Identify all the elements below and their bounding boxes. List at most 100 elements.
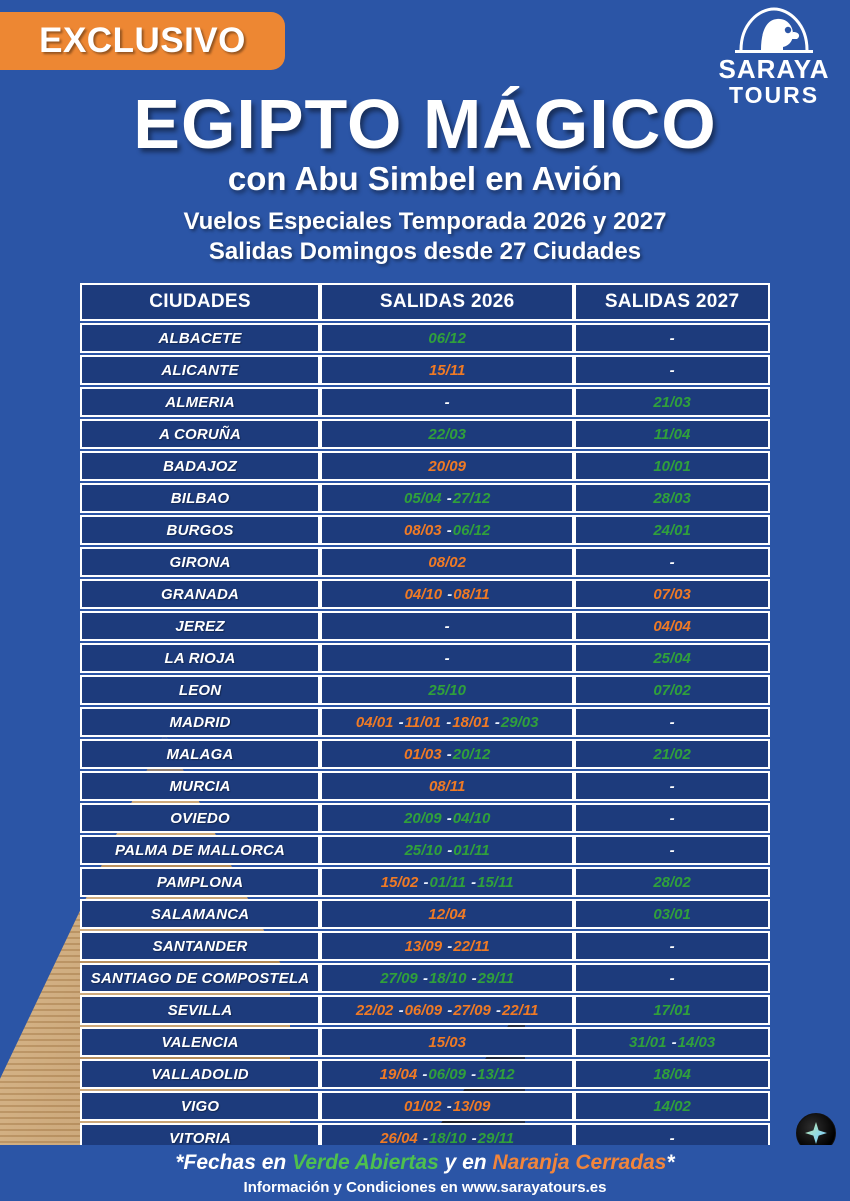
- date-value: 08/03: [404, 521, 442, 539]
- cell-city: BILBAO: [80, 483, 321, 513]
- cell-departures-2027: -: [574, 547, 770, 577]
- date-value: 04/01: [355, 713, 394, 731]
- table-row: ALMERIA - 21/03: [80, 387, 770, 417]
- date-value: -: [669, 361, 675, 379]
- date-value: 01/11: [453, 841, 490, 859]
- date-value: -: [669, 553, 675, 571]
- logo-line-2: TOURS: [728, 82, 820, 109]
- cell-departures-2027: 24/01: [574, 515, 770, 545]
- cell-departures-2026: 13/09 -22/11: [320, 931, 575, 961]
- date-value: 19/04: [379, 1065, 418, 1083]
- cell-departures-2026: 01/03 -20/12: [320, 739, 575, 769]
- cell-city: A CORUÑA: [80, 419, 321, 449]
- cell-departures-2027: 03/01: [574, 899, 770, 929]
- cell-departures-2026: 27/09 -18/10 -29/11: [320, 963, 575, 993]
- page-subtitle: con Abu Simbel en Avión: [227, 160, 623, 197]
- date-separator: -: [496, 1001, 502, 1019]
- table-row: BADAJOZ 20/09 10/01: [80, 451, 770, 481]
- date-separator: -: [446, 713, 452, 731]
- date-value: 04/10: [452, 809, 491, 827]
- date-value: 07/03: [653, 585, 691, 603]
- date-value: 29/03: [500, 713, 539, 731]
- date-value: 15/11: [428, 361, 466, 379]
- date-separator: -: [398, 713, 404, 731]
- date-value: 15/03: [428, 1033, 466, 1051]
- date-value: 06/09: [428, 1065, 466, 1083]
- legend-line: *Fechas en Verde Abiertas y en Naranja C…: [0, 1145, 850, 1175]
- cell-departures-2027: -: [574, 323, 770, 353]
- cell-departures-2027: 11/04: [574, 419, 770, 449]
- exclusivo-banner: EXCLUSIVO: [0, 12, 285, 70]
- cell-departures-2027: 21/02: [574, 739, 770, 769]
- date-value: 06/12: [428, 329, 466, 347]
- date-separator: -: [471, 969, 477, 987]
- legend-orange-text: Naranja Cerradas: [492, 1151, 667, 1174]
- date-value: 25/10: [428, 681, 466, 699]
- column-header-2027: SALIDAS 2027: [574, 283, 770, 321]
- table-row: VALLADOLID 19/04 -06/09 -13/12 18/04: [80, 1059, 770, 1089]
- table-row: VIGO 01/02 -13/09 14/02: [80, 1091, 770, 1121]
- date-value: 10/01: [653, 457, 691, 475]
- date-separator: -: [471, 1129, 477, 1147]
- cell-departures-2027: 25/04: [574, 643, 770, 673]
- cell-city: ALBACETE: [80, 323, 321, 353]
- date-value: 11/04: [653, 425, 691, 443]
- departures-table: CIUDADES SALIDAS 2026 SALIDAS 2027 ALBAC…: [80, 281, 770, 1187]
- cell-departures-2027: 07/02: [574, 675, 770, 705]
- date-value: 22/03: [428, 425, 466, 443]
- date-value: 18/01: [452, 713, 490, 731]
- date-separator: -: [446, 521, 452, 539]
- date-separator: -: [447, 1001, 453, 1019]
- cell-departures-2027: 10/01: [574, 451, 770, 481]
- table-row: MURCIA 08/11 -: [80, 771, 770, 801]
- table-row: PALMA DE MALLORCA 25/10 -01/11-: [80, 835, 770, 865]
- date-separator: -: [422, 1129, 428, 1147]
- date-value: 21/02: [653, 745, 691, 763]
- cell-city: SANTIAGO DE COMPOSTELA: [80, 963, 321, 993]
- column-header-2026: SALIDAS 2026: [320, 283, 575, 321]
- date-separator: -: [671, 1033, 677, 1051]
- cell-city: PAMPLONA: [80, 867, 321, 897]
- cell-city: JEREZ: [80, 611, 321, 641]
- date-separator: -: [446, 809, 452, 827]
- cell-departures-2027: 31/01 -14/03: [574, 1027, 770, 1057]
- table-row: LEON 25/10 07/02: [80, 675, 770, 705]
- date-value: 18/10: [428, 1129, 467, 1147]
- table-row: JEREZ - 04/04: [80, 611, 770, 641]
- table-row: GRANADA 04/10 -08/11 07/03: [80, 579, 770, 609]
- table-row: SEVILLA 22/02 -06/09 -27/09 -22/11 17/01: [80, 995, 770, 1025]
- cell-departures-2026: -: [320, 611, 575, 641]
- departures-table-wrapper: CIUDADES SALIDAS 2026 SALIDAS 2027 ALBAC…: [80, 281, 770, 1187]
- date-value: 28/02: [653, 873, 691, 891]
- cell-city: GRANADA: [80, 579, 321, 609]
- cell-departures-2027: -: [574, 771, 770, 801]
- cell-departures-2026: 08/11: [320, 771, 575, 801]
- season-line: Vuelos Especiales Temporada 2026 y 2027: [183, 208, 667, 235]
- cell-departures-2027: 28/03: [574, 483, 770, 513]
- footer-info: Información y Condiciones en www.sarayat…: [243, 1179, 607, 1196]
- date-value: 20/09: [404, 809, 442, 827]
- cell-departures-2026: 20/09: [320, 451, 575, 481]
- table-body: ALBACETE 06/12- ALICANTE 15/11- ALMERIA -21/0…: [80, 323, 770, 1185]
- date-value: 17/01: [653, 1001, 691, 1019]
- date-separator: -: [422, 1065, 428, 1083]
- cell-departures-2026: 08/03 -06/12: [320, 515, 575, 545]
- cell-departures-2027: -: [574, 707, 770, 737]
- date-value: 06/09: [404, 1001, 443, 1019]
- date-value: 01/03: [404, 745, 442, 763]
- date-value: 20/09: [428, 457, 466, 475]
- cell-city: BADAJOZ: [80, 451, 321, 481]
- date-separator: -: [423, 873, 429, 891]
- date-separator: -: [447, 585, 453, 603]
- cell-departures-2026: 04/01 -11/01 -18/01 -29/03: [320, 707, 575, 737]
- cell-departures-2026: 25/10: [320, 675, 575, 705]
- table-row: SANTIAGO DE COMPOSTELA 27/09 -18/10 -29/1…: [80, 963, 770, 993]
- date-value: 22/02: [355, 1001, 394, 1019]
- table-row: LA RIOJA - 25/04: [80, 643, 770, 673]
- date-value: -: [444, 649, 450, 667]
- cell-city: VALENCIA: [80, 1027, 321, 1057]
- date-value: 14/03: [677, 1033, 716, 1051]
- table-row: VALENCIA 15/03 31/01 -14/03: [80, 1027, 770, 1057]
- cell-departures-2026: 15/11: [320, 355, 575, 385]
- table-row: SALAMANCA 12/04 03/01: [80, 899, 770, 929]
